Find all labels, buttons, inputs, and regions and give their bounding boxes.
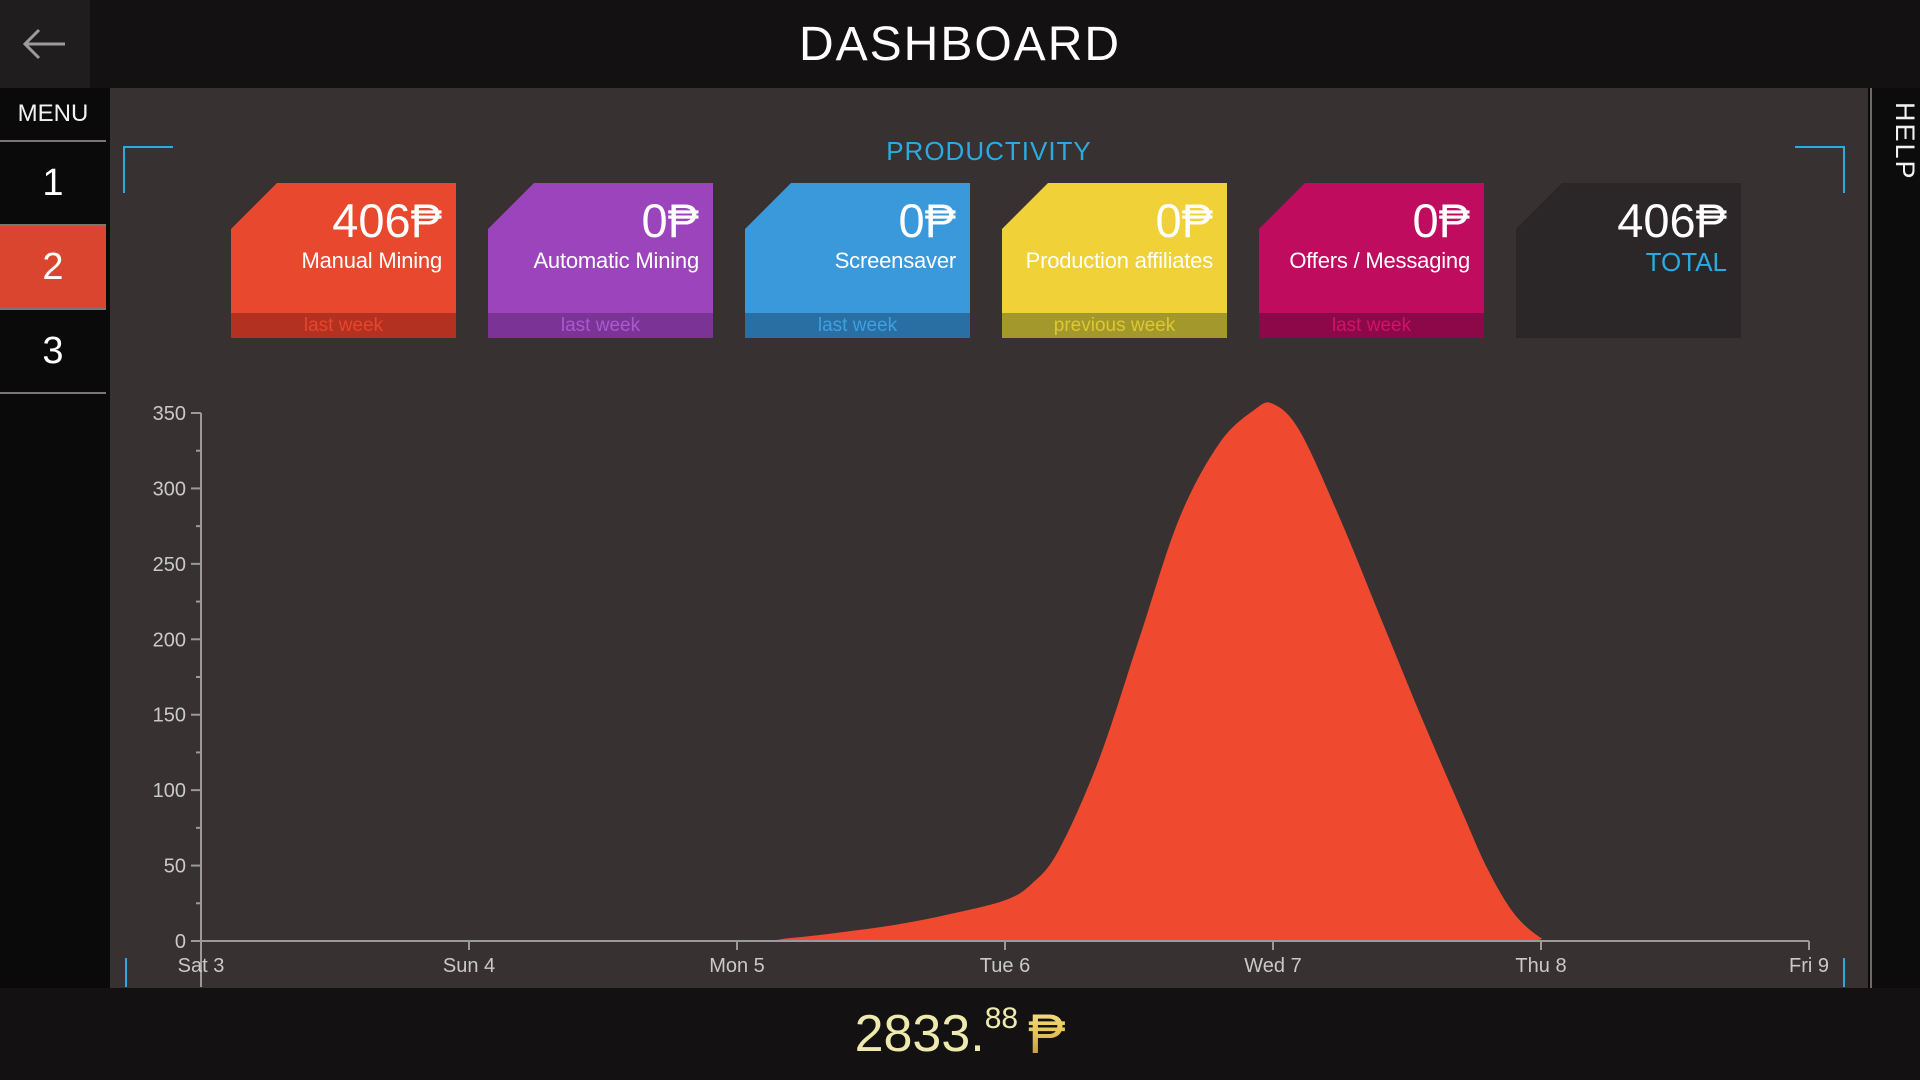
card-body: 0₱ Screensaver	[745, 183, 970, 313]
card-label: Screensaver	[834, 248, 957, 273]
card-amount: 406	[332, 194, 411, 247]
etn-currency-symbol: ₱	[1181, 194, 1213, 247]
sidebar-item-2-active[interactable]: 2	[0, 226, 106, 310]
etn-currency-symbol: ₱	[1438, 194, 1470, 247]
card-footer: last week	[231, 313, 456, 338]
card-value: 0₱	[494, 194, 700, 247]
card-amount: 406	[1617, 194, 1696, 247]
total-balance: 2833. 88 ₱	[854, 1002, 1066, 1065]
card-offers-messaging[interactable]: 0₱ Offers / Messaging last week	[1259, 183, 1484, 338]
card-total[interactable]: 406₱ TOTAL	[1516, 183, 1741, 338]
etn-currency-symbol: ₱	[410, 194, 442, 247]
etn-currency-symbol: ₱	[924, 194, 956, 247]
back-button[interactable]	[0, 0, 90, 88]
card-value: 0₱	[1008, 194, 1214, 247]
card-amount: 0	[898, 194, 925, 247]
total-label: TOTAL	[1645, 247, 1727, 277]
card-amount: 0	[1155, 194, 1182, 247]
top-bar: DASHBOARD	[0, 0, 1920, 88]
card-amount: 0	[641, 194, 668, 247]
card-manual-mining[interactable]: 406₱ Manual Mining last week	[231, 183, 456, 338]
card-body: 0₱ Production affiliates	[1002, 183, 1227, 313]
section-title-productivity: PRODUCTIVITY	[886, 136, 1092, 166]
card-value: 0₱	[1265, 194, 1471, 247]
corner-bracket-bottom-right	[1843, 958, 1845, 987]
card-footer: last week	[745, 313, 970, 338]
back-arrow-icon	[22, 28, 65, 60]
card-body: 406₱ Manual Mining	[231, 183, 456, 313]
card-value: 406₱	[237, 195, 442, 247]
card-automatic-mining[interactable]: 0₱ Automatic Mining last week	[488, 183, 713, 338]
menu-label: MENU	[0, 88, 106, 142]
card-production-affiliates[interactable]: 0₱ Production affiliates previous week	[1002, 183, 1227, 338]
card-label: Offers / Messaging	[1289, 248, 1470, 273]
card-body: 0₱ Offers / Messaging	[1259, 183, 1484, 313]
card-footer: previous week	[1002, 313, 1227, 338]
help-label: HELP	[1890, 102, 1920, 181]
card-label: Manual Mining	[301, 248, 443, 273]
card-label: Automatic Mining	[533, 248, 699, 273]
help-tab[interactable]: HELP	[1870, 88, 1920, 988]
page-title: DASHBOARD	[798, 17, 1122, 71]
etn-currency-symbol: ₱	[1695, 194, 1727, 247]
sidebar-item-3[interactable]: 3	[0, 310, 106, 394]
sidebar-menu: MENU 1 2 3	[0, 88, 106, 988]
sidebar-item-1[interactable]: 1	[0, 142, 106, 226]
card-footer: last week	[488, 313, 713, 338]
etn-currency-symbol-gold: ₱	[1028, 1002, 1066, 1065]
corner-bracket-top-left	[123, 146, 173, 193]
card-label: Production affiliates	[1025, 248, 1214, 273]
card-value: 406₱	[1522, 195, 1727, 247]
corner-bracket-top-right	[1795, 146, 1845, 193]
card-body: 0₱ Automatic Mining	[488, 183, 713, 313]
card-screensaver[interactable]: 0₱ Screensaver last week	[745, 183, 970, 338]
bottom-bar: 2833. 88 ₱	[0, 988, 1920, 1080]
balance-integer: 2833.	[854, 1005, 985, 1063]
card-value: 0₱	[751, 194, 957, 247]
card-footer: last week	[1259, 313, 1484, 338]
corner-bracket-bottom-left	[125, 958, 127, 987]
card-amount: 0	[1412, 194, 1439, 247]
etn-currency-symbol: ₱	[667, 194, 699, 247]
balance-fraction: 88	[984, 1002, 1019, 1035]
